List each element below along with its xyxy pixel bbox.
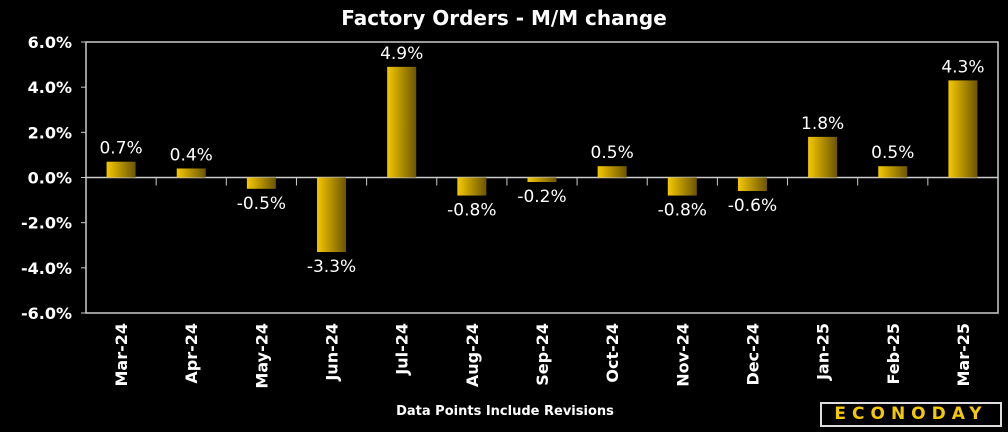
y-tick-label: -6.0% — [21, 304, 72, 323]
footnote: Data Points Include Revisions — [396, 404, 614, 419]
bar-mar-25 — [948, 80, 978, 178]
bar-mar-24 — [106, 161, 136, 178]
data-label: -0.8% — [658, 201, 707, 221]
y-tick-label: 0.0% — [28, 169, 72, 188]
data-label: 0.7% — [99, 139, 142, 159]
bar-dec-24 — [737, 177, 767, 192]
data-label: -0.2% — [517, 187, 566, 207]
bar-may-24 — [246, 177, 276, 189]
bar-jan-25 — [808, 136, 838, 178]
data-label: 4.3% — [941, 57, 984, 77]
x-tick-label: Aug-24 — [463, 323, 482, 387]
data-label: -0.8% — [447, 201, 496, 221]
x-tick-label: Mar-24 — [112, 323, 131, 387]
chart-title: Factory Orders - M/M change — [341, 6, 667, 30]
x-tick-label: Dec-24 — [743, 323, 762, 386]
data-label: -0.5% — [237, 194, 286, 214]
data-label: 0.5% — [591, 143, 634, 163]
y-tick-label: 4.0% — [28, 78, 72, 97]
data-label: 1.8% — [801, 114, 844, 134]
x-tick-label: Oct-24 — [603, 323, 622, 383]
bar-oct-24 — [597, 166, 627, 178]
data-label: 4.9% — [380, 44, 423, 64]
bar-jun-24 — [317, 177, 347, 253]
x-tick-label: Sep-24 — [533, 323, 552, 386]
x-tick-label: Apr-24 — [182, 323, 201, 384]
bar-feb-25 — [878, 166, 908, 178]
data-label: -0.6% — [728, 196, 777, 216]
data-label: -3.3% — [307, 257, 356, 277]
x-tick-label: Nov-24 — [673, 323, 692, 387]
x-tick-label: Jan-25 — [814, 323, 833, 381]
x-tick-label: Jun-24 — [323, 323, 342, 382]
bar-sep-24 — [527, 177, 557, 183]
data-label: 0.5% — [871, 143, 914, 163]
x-tick-label: Feb-25 — [884, 323, 903, 385]
y-tick-label: -2.0% — [21, 214, 72, 233]
x-tick-label: May-24 — [252, 323, 271, 389]
y-tick-label: 2.0% — [28, 123, 72, 142]
econoday-logo: ECONODAY — [820, 402, 1002, 427]
bar-jul-24 — [387, 66, 417, 178]
bar-aug-24 — [457, 177, 487, 196]
y-tick-label: -4.0% — [21, 259, 72, 278]
bar-apr-24 — [176, 168, 206, 178]
bar-nov-24 — [667, 177, 697, 196]
y-tick-label: 6.0% — [28, 33, 72, 52]
x-tick-label: Jul-24 — [393, 323, 412, 376]
x-tick-label: Mar-25 — [954, 323, 973, 387]
logo-text: ECONODAY — [834, 404, 988, 424]
data-label: 0.4% — [170, 145, 213, 165]
